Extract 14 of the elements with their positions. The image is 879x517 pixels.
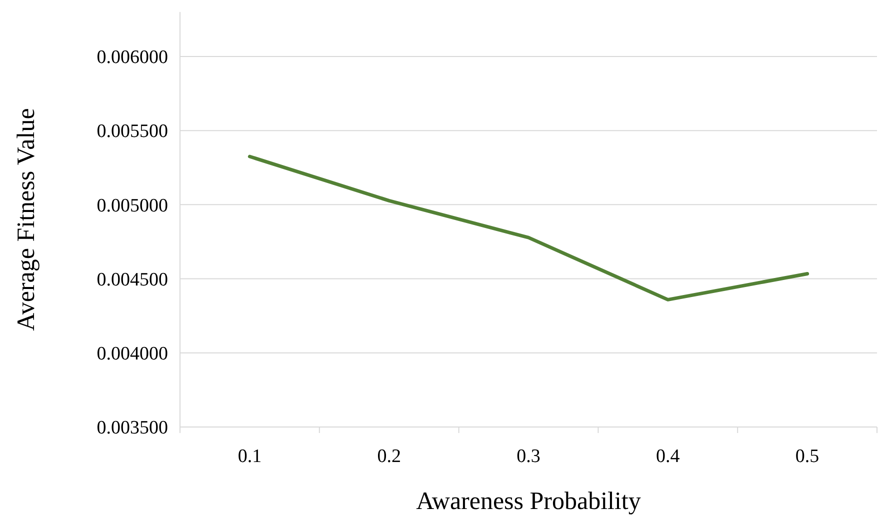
- y-tick-label: 0.004500: [96, 269, 168, 290]
- x-axis-title: Awareness Probability: [416, 488, 642, 515]
- x-tick-label: 0.1: [238, 446, 262, 467]
- line-series: [248, 154, 810, 302]
- x-tick-label: 0.5: [795, 446, 820, 467]
- y-tick-label: 0.006000: [96, 47, 168, 68]
- y-tick-label: 0.004000: [96, 344, 168, 365]
- y-axis-title: Average Fitness Value: [13, 108, 40, 331]
- y-tick-label: 0.005500: [96, 121, 168, 142]
- x-tick-label: 0.4: [656, 446, 680, 467]
- y-tick-label: 0.003500: [96, 418, 168, 439]
- x-tick-label: 0.3: [516, 446, 540, 467]
- y-tick-label: 0.005000: [96, 195, 168, 216]
- x-tick-label: 0.2: [377, 446, 401, 467]
